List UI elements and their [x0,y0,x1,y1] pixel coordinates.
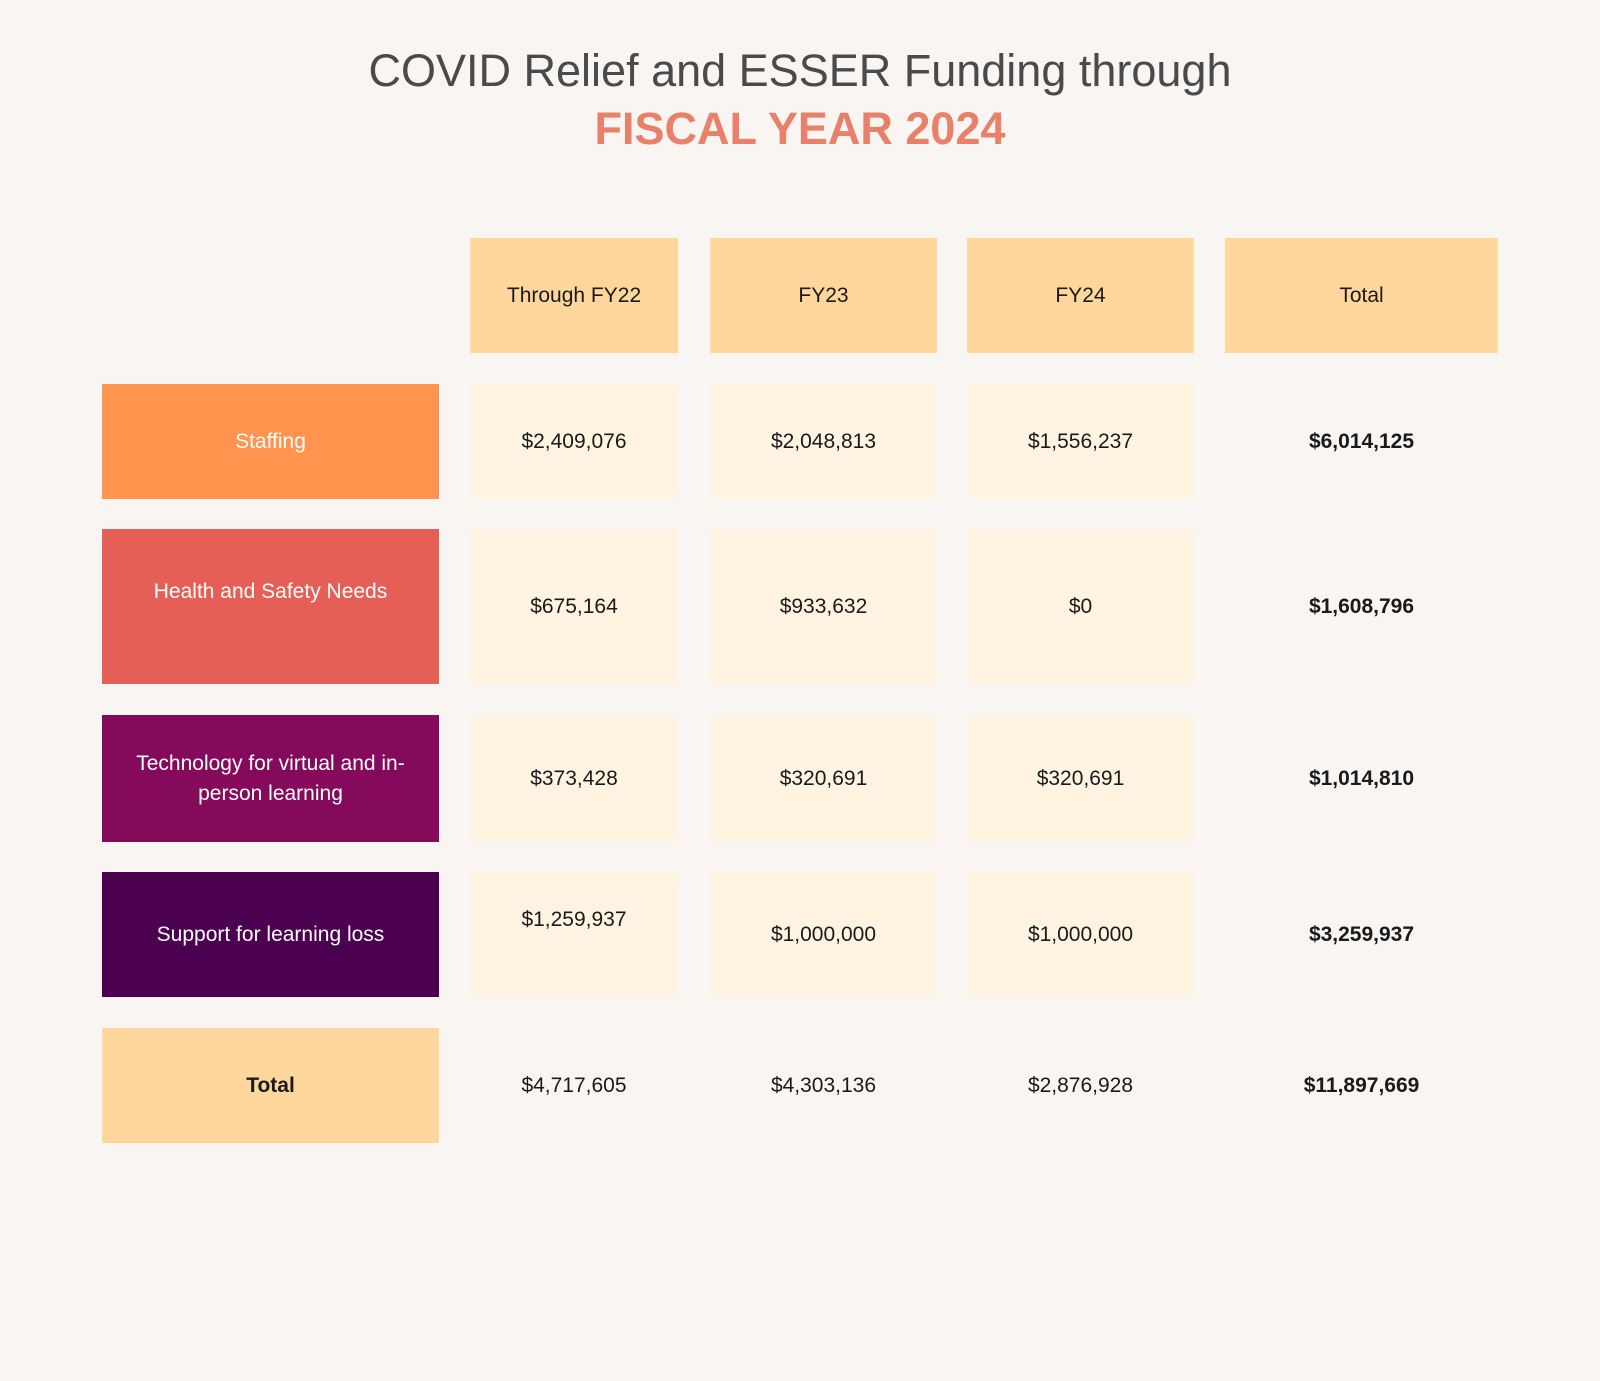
data-cell-r4-c1: $1,259,937 [470,872,678,997]
data-cell-r3-c3: $320,691 [967,715,1194,842]
data-cell-r2-c3: $0 [967,529,1194,684]
total-row-label: Total [102,1028,439,1143]
data-cell-r4-c4: $3,259,937 [1308,922,1415,946]
data-cell-r1-c4: $6,014,125 [1308,429,1415,453]
row-label-4: Support for learning loss [102,872,439,997]
total-cell-c1: $4,717,605 [521,1073,627,1097]
data-cell-r1-c3: $1,556,237 [967,384,1194,499]
column-header-2: FY23 [710,238,937,353]
data-cell-r2-c2: $933,632 [710,529,937,684]
chart-title: COVID Relief and ESSER Funding through [368,45,1232,96]
data-cell-r1-c2: $2,048,813 [710,384,937,499]
data-cell-r4-c2: $1,000,000 [710,872,937,997]
total-cell-c3: $2,876,928 [1027,1073,1134,1097]
row-label-3: Technology for virtual and in-person lea… [102,715,439,842]
column-header-4: Total [1225,238,1498,353]
row-label-2: Health and Safety Needs [102,529,439,684]
data-cell-r3-c4: $1,014,810 [1308,766,1415,790]
data-cell-r2-c4: $1,608,796 [1308,594,1415,618]
column-header-1: Through FY22 [470,238,678,353]
data-cell-r1-c1: $2,409,076 [470,384,678,499]
total-cell-c2: $4,303,136 [770,1073,877,1097]
row-label-1: Staffing [102,384,439,499]
data-cell-r4-c3: $1,000,000 [967,872,1194,997]
data-cell-r2-c1: $675,164 [470,529,678,684]
column-header-3: FY24 [967,238,1194,353]
chart-subtitle: FISCAL YEAR 2024 [594,103,1006,154]
data-cell-r3-c2: $320,691 [710,715,937,842]
total-cell-c4: $11,897,669 [1303,1073,1420,1097]
data-cell-r3-c1: $373,428 [470,715,678,842]
